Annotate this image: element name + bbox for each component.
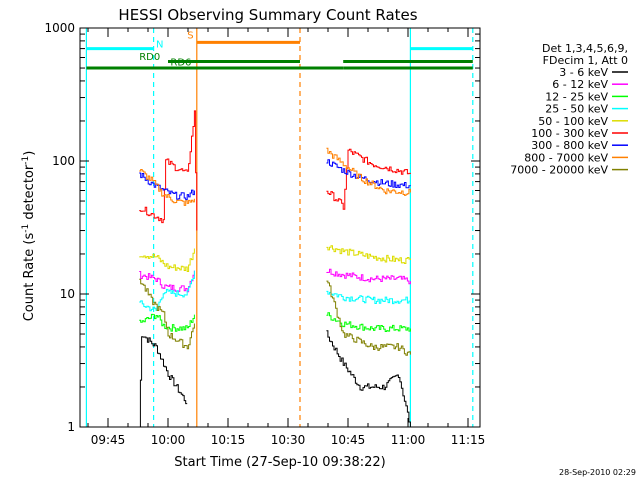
legend-label-4: 50 - 100 keV	[538, 115, 608, 128]
series-5-trace-0	[139, 110, 198, 231]
y-axis-label: Count Rate (s-1 detector-1)	[21, 151, 37, 322]
legend-label-0: 3 - 6 keV	[559, 66, 608, 79]
series-6-trace-1	[326, 159, 411, 189]
x-tick-label-6: 11:15	[451, 433, 486, 447]
x-tick-label-3: 10:30	[271, 433, 306, 447]
series-2-trace-1	[326, 312, 411, 332]
x-tick-label-5: 11:00	[391, 433, 426, 447]
x-tick-label-0: 09:45	[91, 433, 126, 447]
flag-label-RD0: RD0	[139, 52, 160, 63]
axes: 1 10 100 1000 09:45 10:00 10:15 10:30 10:45 11:00…	[44, 21, 485, 447]
legend-header-1: Det 1,3,4,5,6,9,	[542, 42, 628, 55]
series-6-trace-0	[139, 172, 195, 201]
footer-timestamp: 28-Sep-2010 02:29	[559, 468, 636, 477]
series-4-trace-1	[326, 245, 411, 264]
series-0-trace-0	[139, 336, 188, 428]
legend-label-5: 100 - 300 keV	[531, 127, 608, 140]
legend: Det 1,3,4,5,6,9, FDecim 1, Att 0 3 - 6 k…	[510, 42, 628, 177]
legend-label-2: 12 - 25 keV	[545, 90, 608, 103]
x-tick-label-2: 10:15	[211, 433, 246, 447]
legend-label-1: 6 - 12 keV	[552, 78, 608, 91]
series-4-trace-0	[139, 248, 195, 272]
legend-label-6: 300 - 800 keV	[531, 139, 608, 152]
plot-area: N S RD0 RD6	[85, 28, 474, 428]
legend-label-8: 7000 - 20000 keV	[510, 164, 608, 177]
plot-frame	[79, 27, 481, 428]
flag-label-RD6: RD6	[170, 57, 191, 68]
legend-header-2: FDecim 1, Att 0	[543, 54, 628, 67]
x-axis-label: Start Time (27-Sep-10 09:38:22)	[174, 455, 385, 470]
y-tick-label-1: 10	[60, 287, 75, 301]
series-8-trace-0	[139, 278, 195, 350]
x-tick-label-4: 10:45	[331, 433, 366, 447]
x-tick-label-1: 10:00	[151, 433, 186, 447]
series-1-trace-0	[139, 270, 195, 293]
series-3-trace-0	[139, 270, 195, 312]
series-1-trace-1	[326, 268, 411, 285]
series-3-trace-1	[326, 290, 411, 305]
legend-label-7: 800 - 7000 keV	[524, 151, 608, 164]
series-0-trace-1	[326, 330, 411, 427]
series-8-trace-1	[326, 280, 411, 356]
y-tick-label-0: 1	[67, 420, 75, 434]
series-5-trace-1	[326, 148, 411, 210]
legend-label-3: 25 - 50 keV	[545, 103, 608, 116]
chart-title: HESSI Observing Summary Count Rates	[118, 6, 417, 24]
series-7-trace-0	[139, 169, 195, 206]
flag-label-S: S	[187, 30, 193, 41]
flag-label-N: N	[156, 40, 163, 51]
y-tick-label-3: 1000	[44, 21, 75, 35]
y-tick-label-2: 100	[52, 154, 75, 168]
series-7-trace-1	[326, 147, 411, 196]
